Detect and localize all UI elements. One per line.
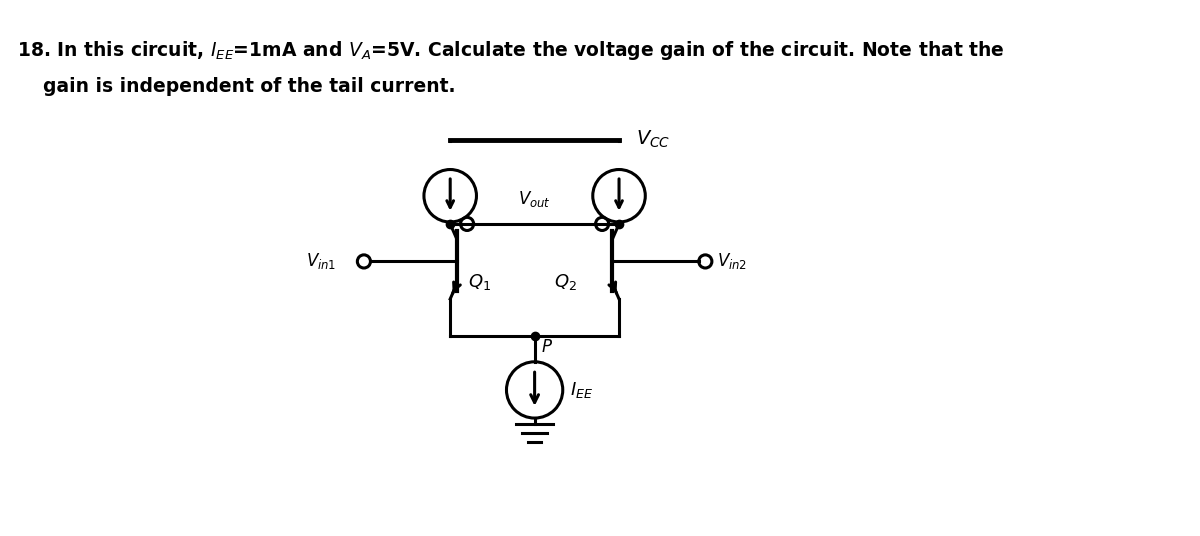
Text: $V_{CC}$: $V_{CC}$ — [636, 129, 671, 150]
Text: $V_{out}$: $V_{out}$ — [518, 189, 551, 209]
Text: $V_{in1}$: $V_{in1}$ — [306, 251, 336, 271]
Text: $V_{in2}$: $V_{in2}$ — [716, 251, 746, 271]
Text: $I_{EE}$: $I_{EE}$ — [570, 380, 594, 400]
Text: 18. In this circuit, $I_{EE}$=1mA and $V_A$=5V. Calculate the voltage gain of th: 18. In this circuit, $I_{EE}$=1mA and $V… — [17, 39, 1004, 62]
Text: $Q_2$: $Q_2$ — [554, 272, 577, 292]
Text: $Q_1$: $Q_1$ — [468, 272, 491, 292]
Text: gain is independent of the tail current.: gain is independent of the tail current. — [17, 77, 455, 95]
Text: $P$: $P$ — [541, 338, 553, 356]
